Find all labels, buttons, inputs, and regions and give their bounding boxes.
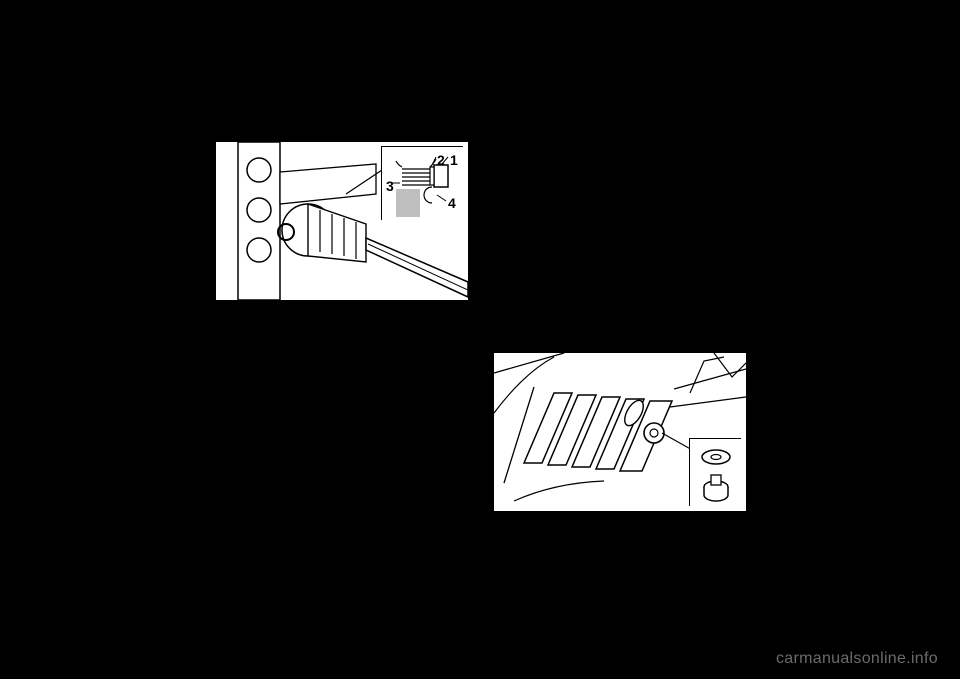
illustration-top: 1 2 3 4 bbox=[215, 141, 467, 299]
callout-top-2: 2 bbox=[437, 153, 445, 167]
callout-bottom-1: 1 bbox=[748, 489, 756, 503]
callout-top-3: 3 bbox=[386, 179, 394, 193]
thumb-tab-chapter: 8 bbox=[756, 346, 764, 360]
illustration-top-inset: 1 2 3 4 bbox=[381, 146, 463, 220]
illustration-bottom: 2 1 bbox=[493, 352, 745, 510]
callout-bottom-2: 2 bbox=[748, 453, 756, 467]
watermark-text: carmanualsonline.info bbox=[776, 650, 938, 668]
illustration-bottom-inset-svg bbox=[690, 439, 742, 507]
page-root: 1 2 3 4 bbox=[0, 0, 960, 679]
callout-top-1: 1 bbox=[450, 153, 458, 167]
callout-top-4: 4 bbox=[448, 196, 456, 210]
illustration-bottom-inset: 2 1 bbox=[689, 438, 741, 506]
